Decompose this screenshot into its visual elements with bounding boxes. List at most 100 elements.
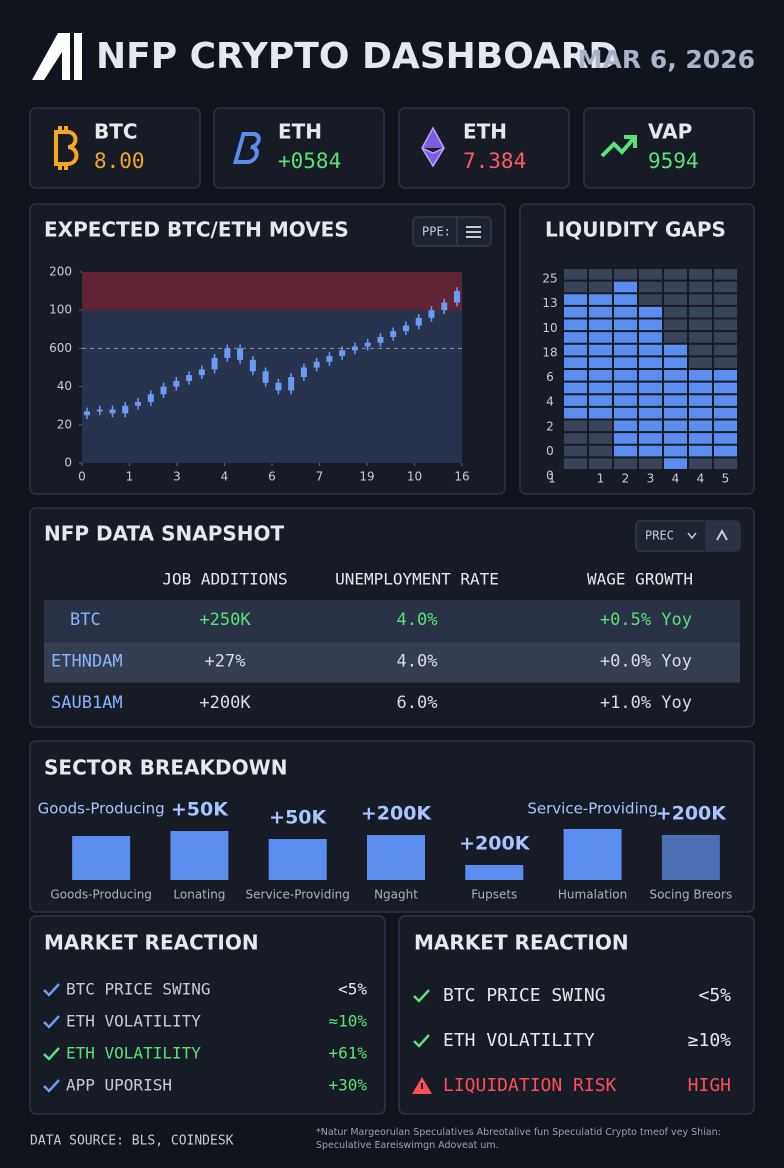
heat-cell (689, 344, 712, 356)
heat-cell (564, 445, 587, 457)
heat-cell (714, 344, 737, 356)
heat-cell (714, 458, 737, 469)
bar-annotation: +50K (269, 807, 327, 829)
heat-cell (664, 357, 687, 368)
x-tick-label: 19 (359, 470, 374, 484)
heat-cell (589, 281, 612, 293)
heat-cell (664, 382, 687, 394)
x-tick-label: Ngaght (374, 888, 418, 902)
heat-cell (639, 370, 662, 381)
eth-icon (421, 126, 445, 168)
check-icon (43, 983, 60, 997)
ticker-card (583, 107, 755, 189)
heat-cell (589, 370, 612, 381)
heat-cell (639, 344, 662, 356)
candle-body (249, 359, 256, 372)
chevron[interactable] (716, 528, 728, 541)
cell: +250K (199, 610, 251, 630)
check-icon (413, 1034, 430, 1048)
cell: 4.0% (397, 610, 438, 630)
heat-cell (664, 306, 687, 318)
candle-body (339, 350, 346, 357)
heat-cell (639, 433, 662, 444)
item-value: ≥10% (688, 1030, 732, 1051)
candle-body (415, 317, 422, 326)
y-label: 18 (542, 345, 557, 359)
menu-icon[interactable] (466, 226, 481, 238)
control-label[interactable]: PPE: (422, 225, 451, 239)
x-label: 1 (548, 472, 556, 486)
chevron[interactable] (687, 532, 697, 540)
candle-body (441, 302, 448, 311)
heat-cell (714, 407, 737, 419)
item-label: APP UPORISH (66, 1076, 172, 1095)
heat-cell (589, 269, 612, 280)
heat-cell (639, 382, 662, 394)
x-tick-label: Fupsets (471, 888, 517, 902)
x-label: 2 (622, 472, 630, 486)
candle-body (313, 361, 320, 368)
item-label: ETH VOLATILITY (66, 1044, 201, 1063)
heat-cell (664, 445, 687, 457)
heat-cell (639, 319, 662, 331)
heat-cell (664, 407, 687, 419)
candle-body (351, 346, 358, 351)
chart-control[interactable] (412, 216, 492, 247)
bar-annotation: Goods-Producing (38, 800, 165, 818)
y-tick-label: 200 (49, 265, 72, 279)
heat-cell (589, 332, 612, 343)
item-label: BTC PRICE SWING (443, 985, 606, 1006)
candle-body (135, 401, 142, 406)
table: JOB ADDITIONS UNEMPLOYMENT RATE WAGE GROWT… (44, 570, 740, 713)
row-bg (44, 600, 740, 641)
heat-cell (689, 420, 712, 432)
x-label: 3 (647, 472, 655, 486)
y-tick-label: 0 (64, 456, 72, 470)
note-wrap: *Natur Margeorulan Speculatives Abreotal… (316, 1127, 721, 1151)
cell: 6.0% (397, 693, 438, 713)
heat-cell (689, 357, 712, 368)
x-tick-label: 3 (173, 470, 181, 484)
heat-cell (714, 420, 737, 432)
ticker-value: 8.00 (94, 149, 145, 173)
heat-cell (689, 306, 712, 318)
row-label: SAUB1AM (51, 693, 123, 713)
heat-cell (564, 407, 587, 419)
ticker-symbol: BTC (94, 120, 138, 144)
row-label: BTC (70, 610, 101, 630)
bar-annotation: +200K (656, 803, 728, 825)
heat-cell (614, 382, 637, 394)
heat-cell (689, 294, 712, 305)
x-tick-label: 6 (268, 470, 276, 484)
heat-cell (639, 332, 662, 343)
heat-cell (689, 319, 712, 331)
item-label: ETH VOLATILITY (66, 1012, 201, 1031)
y-label: 0 (546, 444, 554, 458)
candle-body (390, 331, 397, 337)
bar (170, 831, 229, 880)
bar-annotation: Service-Providing (527, 800, 657, 818)
heat-cell (714, 281, 737, 293)
ticker-symbol: VAP (648, 120, 692, 144)
control-label[interactable]: PREC (645, 529, 674, 543)
heat-cell (714, 319, 737, 331)
heat-cell (564, 395, 587, 406)
candle-body (173, 380, 180, 387)
item-label: ETH VOLATILITY (443, 1030, 595, 1051)
candle-body (96, 409, 103, 412)
y-label: 0 (546, 469, 554, 483)
candle-body (198, 369, 205, 376)
item-value: HIGH (688, 1075, 731, 1096)
y-label: 4 (546, 395, 554, 409)
sort-button[interactable] (705, 521, 740, 551)
candle-body (454, 291, 460, 303)
check-icon (413, 989, 430, 1003)
y-label: 13 (542, 296, 557, 310)
bar (72, 836, 131, 880)
x-label: 4 (697, 472, 705, 486)
heat-cell (714, 370, 737, 381)
check-icon (43, 1079, 60, 1093)
x-label: 5 (722, 472, 730, 486)
y-label: 2 (546, 419, 554, 433)
cell: 4.0% (397, 652, 438, 672)
